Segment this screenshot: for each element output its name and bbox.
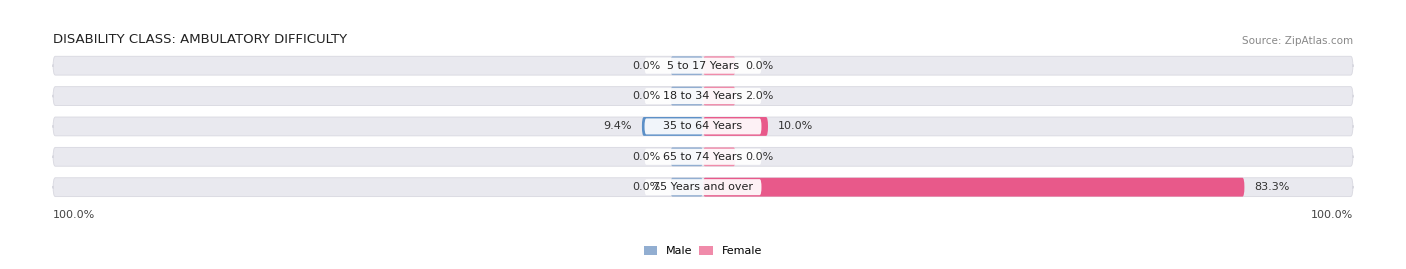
FancyBboxPatch shape (671, 56, 703, 75)
Text: 35 to 64 Years: 35 to 64 Years (664, 121, 742, 132)
Text: 18 to 34 Years: 18 to 34 Years (664, 91, 742, 101)
Text: 75 Years and over: 75 Years and over (652, 182, 754, 192)
Text: 0.0%: 0.0% (745, 152, 773, 162)
FancyBboxPatch shape (644, 149, 762, 165)
FancyBboxPatch shape (703, 117, 768, 136)
Text: 0.0%: 0.0% (633, 91, 661, 101)
Text: 5 to 17 Years: 5 to 17 Years (666, 61, 740, 71)
Text: 65 to 74 Years: 65 to 74 Years (664, 152, 742, 162)
FancyBboxPatch shape (703, 87, 735, 105)
FancyBboxPatch shape (703, 178, 1244, 197)
FancyBboxPatch shape (53, 87, 1353, 105)
Text: 100.0%: 100.0% (1310, 210, 1353, 220)
FancyBboxPatch shape (53, 117, 1353, 136)
FancyBboxPatch shape (703, 147, 735, 166)
FancyBboxPatch shape (53, 147, 1353, 166)
Text: 2.0%: 2.0% (745, 91, 773, 101)
Text: 83.3%: 83.3% (1254, 182, 1289, 192)
Text: 0.0%: 0.0% (633, 61, 661, 71)
FancyBboxPatch shape (703, 56, 735, 75)
Text: DISABILITY CLASS: AMBULATORY DIFFICULTY: DISABILITY CLASS: AMBULATORY DIFFICULTY (53, 33, 347, 46)
Text: 0.0%: 0.0% (633, 182, 661, 192)
Text: 100.0%: 100.0% (53, 210, 96, 220)
FancyBboxPatch shape (643, 117, 703, 136)
Legend: Male, Female: Male, Female (644, 246, 762, 256)
Text: 9.4%: 9.4% (603, 121, 633, 132)
FancyBboxPatch shape (53, 56, 1353, 75)
FancyBboxPatch shape (671, 147, 703, 166)
Text: 10.0%: 10.0% (778, 121, 813, 132)
FancyBboxPatch shape (644, 58, 762, 74)
FancyBboxPatch shape (644, 179, 762, 195)
FancyBboxPatch shape (671, 87, 703, 105)
FancyBboxPatch shape (671, 178, 703, 197)
Text: 0.0%: 0.0% (745, 61, 773, 71)
FancyBboxPatch shape (53, 178, 1353, 197)
Text: Source: ZipAtlas.com: Source: ZipAtlas.com (1241, 36, 1353, 46)
Text: 0.0%: 0.0% (633, 152, 661, 162)
FancyBboxPatch shape (644, 118, 762, 134)
FancyBboxPatch shape (644, 88, 762, 104)
